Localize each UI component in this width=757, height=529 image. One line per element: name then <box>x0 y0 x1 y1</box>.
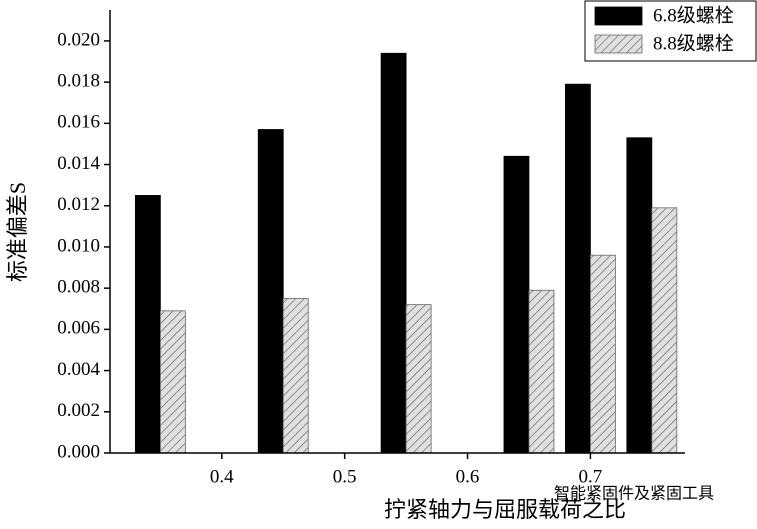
y-tick-label: 0.008 <box>57 277 100 298</box>
bar <box>405 304 432 454</box>
y-tick-label: 0.018 <box>57 70 100 91</box>
x-tick-label: 0.4 <box>210 466 234 487</box>
y-tick-label: 0.012 <box>57 194 100 215</box>
x-tick-label: 0.5 <box>333 466 357 487</box>
y-tick-label: 0.014 <box>57 153 100 174</box>
y-tick-label: 0.004 <box>57 359 100 380</box>
y-tick-label: 0.000 <box>57 441 100 462</box>
bar <box>589 254 616 454</box>
x-tick-label: 0.6 <box>456 466 480 487</box>
legend-swatch <box>594 6 643 26</box>
bar <box>503 155 530 454</box>
bar <box>528 289 555 454</box>
y-tick-label: 0.002 <box>57 400 100 421</box>
y-tick-label: 0.006 <box>57 318 100 339</box>
bar <box>380 52 407 454</box>
bar <box>651 207 678 454</box>
watermark: 智能紧固件及紧固工具 <box>554 484 714 503</box>
legend-label: 8.8级螺栓 <box>653 32 734 54</box>
y-tick-label: 0.020 <box>57 29 100 50</box>
y-axis-label: 标准偏差S <box>5 182 30 282</box>
bar <box>626 137 653 454</box>
bar <box>564 83 591 454</box>
y-tick-label: 0.016 <box>57 112 100 133</box>
legend-swatch <box>594 34 643 54</box>
bar <box>134 195 161 454</box>
bar <box>257 129 284 454</box>
bar <box>282 298 309 454</box>
x-tick-label: 0.7 <box>579 466 603 487</box>
bar <box>159 310 186 454</box>
legend-label: 6.8级螺栓 <box>653 4 734 26</box>
x-axis-label: 拧紧轴力与屈服载荷之比 <box>384 497 626 522</box>
y-tick-label: 0.010 <box>57 235 100 256</box>
